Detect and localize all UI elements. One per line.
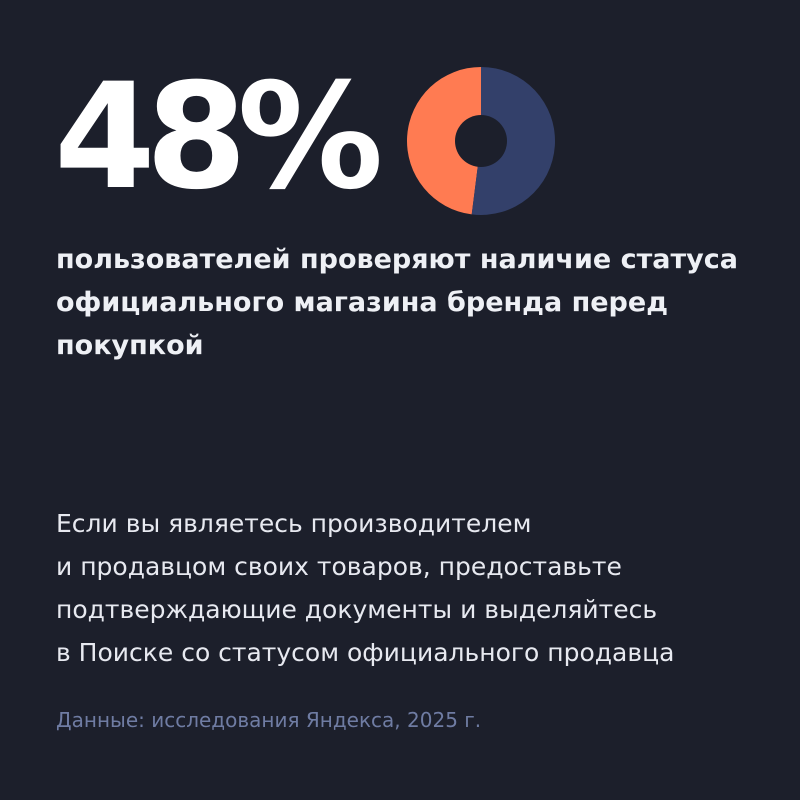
donut-slice [471, 67, 555, 215]
data-source-note: Данные: исследования Яндекса, 2025 г. [56, 708, 482, 732]
stat-description-line: покупкой [56, 330, 204, 361]
headline-row: 48% [54, 62, 754, 216]
call-to-action-line: и продавцом своих товаров, предоставьте [56, 552, 622, 581]
call-to-action-line: подтверждающие документы и выделяйтесь [56, 595, 658, 624]
call-to-action-text: Если вы являетесь производителем и прода… [56, 502, 776, 674]
headline-percentage: 48% [54, 52, 383, 222]
donut-slice [406, 67, 481, 215]
call-to-action-line: Если вы являетесь производителем [56, 509, 532, 538]
call-to-action-line: в Поиске со статусом официального продав… [56, 638, 675, 667]
stat-description: пользователей проверяют наличие статуса … [56, 238, 756, 367]
stat-description-line: официального магазина бренда перед [56, 287, 668, 318]
donut-chart [406, 67, 555, 215]
donut-hole [455, 115, 507, 167]
stat-description-line: пользователей проверяют наличие статуса [56, 244, 738, 275]
